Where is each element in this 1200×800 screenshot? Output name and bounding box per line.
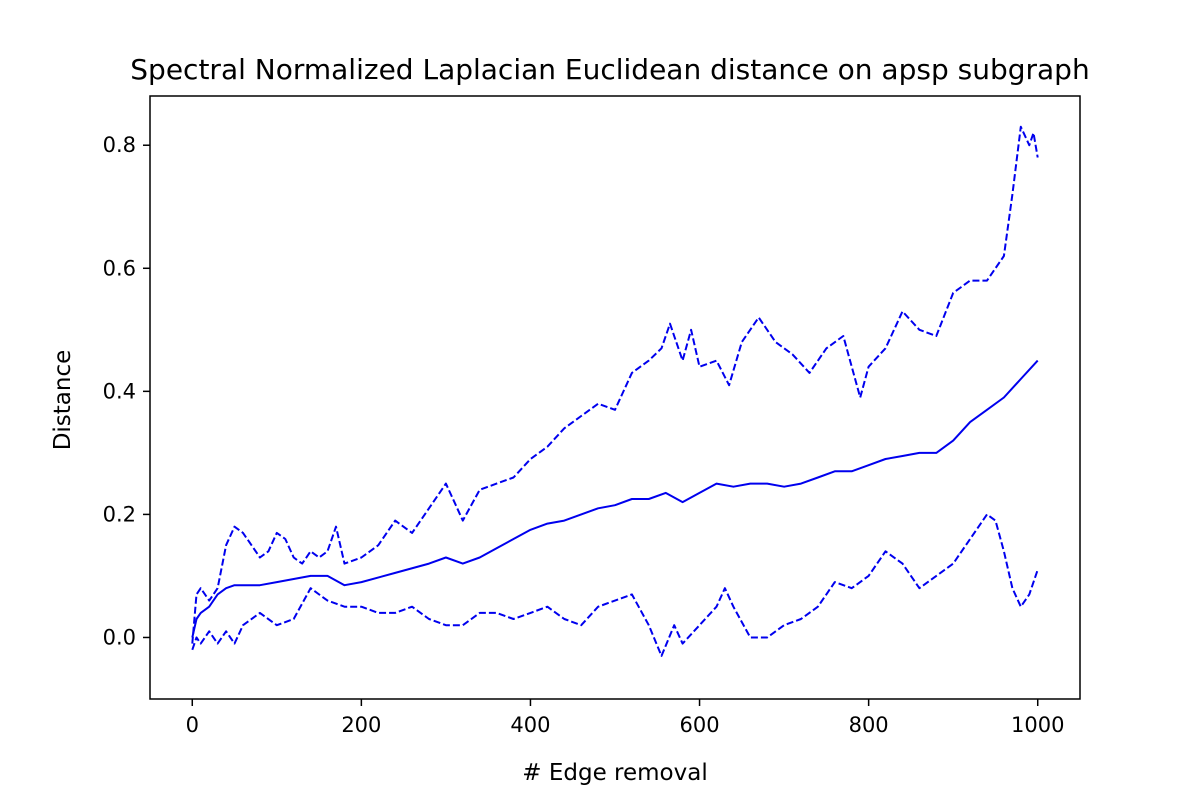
series-line-1-dashed	[191, 125, 1039, 644]
x-axis-ticks: 0 200 400 600 800 1000	[186, 699, 1064, 737]
x-tick-label: 1000	[1011, 713, 1064, 737]
x-tick-label: 200	[341, 713, 381, 737]
y-tick-label: 0.0	[103, 625, 136, 649]
x-axis-label: # Edge removal	[522, 760, 707, 786]
series-line-2-dashed	[191, 513, 1039, 657]
x-tick-label: 0	[186, 713, 199, 737]
x-tick-label: 400	[510, 713, 550, 737]
series-line-0-solid	[191, 359, 1039, 638]
y-axis-ticks: 0.0 0.2 0.4 0.6 0.8	[103, 133, 150, 649]
x-tick-label: 800	[849, 713, 889, 737]
y-tick-label: 0.2	[103, 502, 136, 526]
series-group	[191, 125, 1039, 657]
y-axis-label: Distance	[50, 350, 76, 451]
y-tick-label: 0.4	[103, 379, 136, 403]
x-tick-label: 600	[679, 713, 719, 737]
y-tick-label: 0.8	[103, 133, 136, 157]
y-tick-label: 0.6	[103, 256, 136, 280]
plot-area-frame	[149, 95, 1081, 700]
chart-title: Spectral Normalized Laplacian Euclidean …	[130, 53, 1089, 86]
